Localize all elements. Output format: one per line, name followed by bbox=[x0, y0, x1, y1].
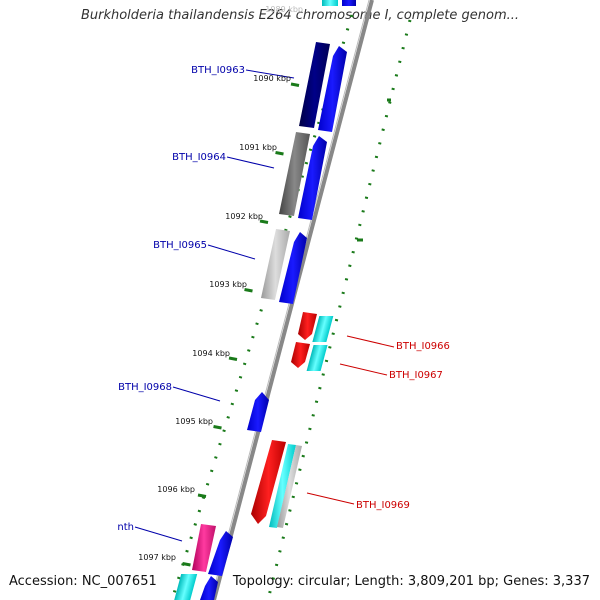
gene-BTH-I0968-cds bbox=[247, 392, 269, 432]
leader-line-BTH-I0967 bbox=[339, 363, 388, 376]
tick-mark bbox=[197, 493, 207, 498]
tick-label: 1096 kbp bbox=[157, 485, 195, 494]
reverse-cds bbox=[298, 312, 317, 340]
tick-label: 1097 kbp bbox=[138, 553, 176, 562]
tick-label: 1092 kbp bbox=[225, 212, 263, 221]
rna-feature bbox=[269, 444, 296, 528]
tick-mark bbox=[244, 288, 253, 293]
forward-cds bbox=[200, 576, 218, 600]
leader-line-BTH-I0969 bbox=[306, 492, 355, 505]
tick-mark bbox=[275, 151, 284, 156]
tick-mark bbox=[228, 356, 238, 361]
leader-line-BTH-I0966 bbox=[346, 335, 395, 348]
reverse-cds bbox=[291, 342, 310, 368]
leader-line-BTH-I0965 bbox=[207, 244, 256, 260]
gene-label-BTH-I0963[interactable]: BTH_I0963 bbox=[191, 65, 245, 76]
tick-label: 1093 kbp bbox=[209, 280, 247, 289]
tick-mark bbox=[182, 562, 191, 567]
gene-label-BTH-I0967[interactable]: BTH_I0967 bbox=[389, 370, 443, 381]
tick-label: 1094 kbp bbox=[192, 349, 230, 358]
tick-label: 1089 kbp bbox=[265, 5, 303, 14]
map-title: Burkholderia thailandensis E264 chromoso… bbox=[80, 8, 520, 23]
gc-skew-track-right bbox=[266, 19, 412, 600]
rna-feature bbox=[306, 345, 328, 371]
misc-feature bbox=[192, 524, 216, 572]
tick-mark bbox=[213, 425, 222, 430]
forward-cds bbox=[279, 232, 307, 304]
gene-label-BTH-I0966[interactable]: BTH_I0966 bbox=[396, 341, 450, 352]
gene-label-BTH-I0965[interactable]: BTH_I0965 bbox=[153, 240, 207, 251]
leader-line-BTH-I0968 bbox=[172, 386, 221, 402]
rna-feature bbox=[277, 445, 302, 528]
tick-marks bbox=[182, 82, 300, 567]
gene-label-nth[interactable]: nth bbox=[117, 522, 134, 533]
gene-label-BTH-I0968[interactable]: BTH_I0968 bbox=[118, 382, 172, 393]
gene-label-BTH-I0969[interactable]: BTH_I0969 bbox=[356, 500, 410, 511]
forward-cds bbox=[342, 0, 356, 6]
gene-BTH-I0969-cds bbox=[251, 440, 286, 524]
gene-label-BTH-I0964[interactable]: BTH_I0964 bbox=[172, 152, 226, 163]
gene-BTH-I0964-block bbox=[279, 132, 310, 216]
gene-BTH-I0965-block bbox=[261, 229, 290, 300]
tick-mark bbox=[290, 82, 300, 87]
gene-BTH-I0963-block bbox=[299, 42, 330, 128]
rna-feature bbox=[322, 0, 338, 6]
tick-mark bbox=[259, 219, 269, 224]
tick-label: 1095 kbp bbox=[175, 417, 213, 426]
topology-label: Topology: circular; Length: 3,809,201 bp… bbox=[232, 574, 590, 589]
forward-cds bbox=[318, 46, 347, 132]
leader-line-BTH-I0964 bbox=[226, 156, 275, 169]
rna-feature bbox=[174, 574, 198, 600]
forward-cds bbox=[298, 136, 327, 220]
tick-label: 1090 kbp bbox=[253, 74, 291, 83]
leader-line-BTH-I0963 bbox=[245, 69, 295, 79]
forward-cds bbox=[208, 531, 233, 576]
accession-label: Accession: NC_007651 bbox=[9, 574, 157, 589]
leader-line-nth bbox=[134, 526, 183, 542]
rna-feature bbox=[312, 316, 334, 342]
tick-label: 1091 kbp bbox=[239, 143, 277, 152]
